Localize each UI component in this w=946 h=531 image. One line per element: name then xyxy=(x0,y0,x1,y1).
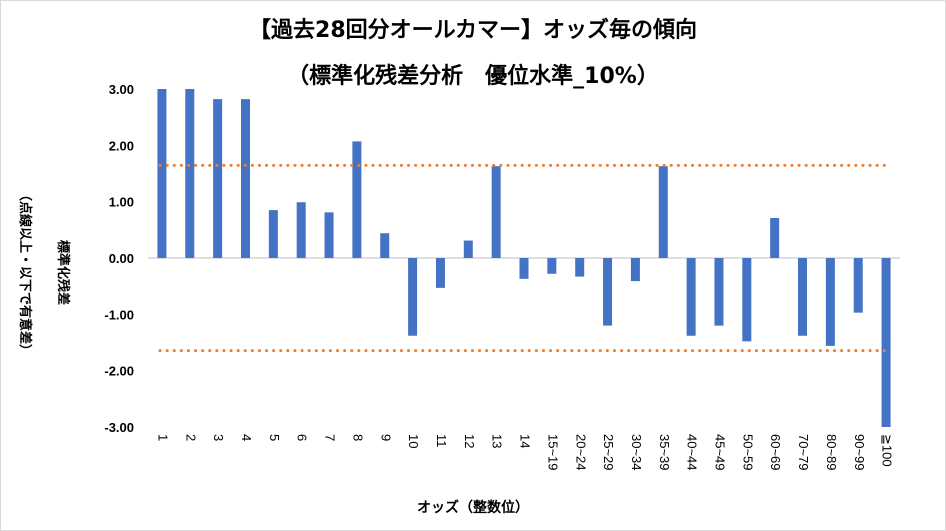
y-axis-subtitle: （点線以上・以下で有意差） xyxy=(16,187,32,357)
y-tick-label: -1.00 xyxy=(104,307,134,322)
y-tick-label: 0.00 xyxy=(109,251,134,266)
bar xyxy=(185,89,195,258)
x-tick-label: 30~34 xyxy=(629,434,644,471)
bar xyxy=(380,233,390,258)
y-axis-title: 標準化残差 xyxy=(54,239,70,305)
x-tick-label: 15~19 xyxy=(545,434,560,471)
bar xyxy=(825,258,835,346)
bar xyxy=(213,99,223,258)
y-tick-label: 1.00 xyxy=(109,195,134,210)
x-tick-label: 13 xyxy=(490,434,505,448)
x-tick-label: 8 xyxy=(350,434,365,441)
bar xyxy=(853,258,863,313)
x-tick-label: 9 xyxy=(378,434,393,441)
x-tick-label: 7 xyxy=(323,434,338,441)
bar xyxy=(435,258,445,288)
x-tick-label: 35~39 xyxy=(657,434,672,471)
x-tick-label: 60~69 xyxy=(768,434,783,471)
bar xyxy=(547,258,557,274)
x-tick-label: 5 xyxy=(267,434,282,441)
x-tick-label: 10 xyxy=(406,434,421,448)
y-tick-label: 2.00 xyxy=(109,138,134,153)
bar xyxy=(881,258,891,427)
x-tick-label: 2 xyxy=(183,434,198,441)
x-tick-label: 20~24 xyxy=(573,434,588,471)
y-tick-label: -3.00 xyxy=(104,420,134,435)
bar xyxy=(408,258,418,336)
bar xyxy=(686,258,696,336)
bar xyxy=(630,258,640,282)
y-tick-label: 3.00 xyxy=(109,82,134,97)
bar xyxy=(240,99,250,258)
x-tick-label: 4 xyxy=(239,434,254,441)
x-tick-label: 80~89 xyxy=(824,434,839,471)
bar xyxy=(575,258,585,277)
bar xyxy=(603,258,613,326)
bar xyxy=(296,202,306,258)
x-tick-label: 14 xyxy=(518,434,533,448)
chart-title: 【過去28回分オールカマー】オッズ毎の傾向 xyxy=(249,18,697,43)
bar xyxy=(157,89,167,258)
bar xyxy=(324,212,334,258)
bar xyxy=(519,258,529,279)
bar xyxy=(742,258,752,342)
chart-subtitle: （標準化残差分析 優位水準_10%） xyxy=(287,64,659,89)
bar xyxy=(714,258,724,326)
x-tick-label: 3 xyxy=(211,434,226,441)
x-tick-label: 90~99 xyxy=(852,434,867,471)
x-tick-label: 11 xyxy=(434,434,449,448)
bar xyxy=(352,141,362,258)
x-tick-label: 1 xyxy=(155,434,170,441)
bar xyxy=(268,210,278,258)
x-tick-label: 70~79 xyxy=(796,434,811,471)
x-axis-title: オッズ（整数位） xyxy=(417,500,529,516)
x-tick-label: 6 xyxy=(295,434,310,441)
bar xyxy=(770,218,780,258)
x-tick-label: 40~44 xyxy=(685,434,700,471)
x-tick-label: 12 xyxy=(462,434,477,448)
bar xyxy=(798,258,808,336)
x-tick-label: ≧100 xyxy=(880,434,895,467)
bar xyxy=(491,166,501,258)
x-tick-label: 25~29 xyxy=(601,434,616,471)
x-tick-label: 45~49 xyxy=(713,434,728,471)
bar xyxy=(658,166,668,258)
x-tick-label: 50~59 xyxy=(740,434,755,471)
y-tick-label: -2.00 xyxy=(104,364,134,379)
bar xyxy=(463,240,473,258)
